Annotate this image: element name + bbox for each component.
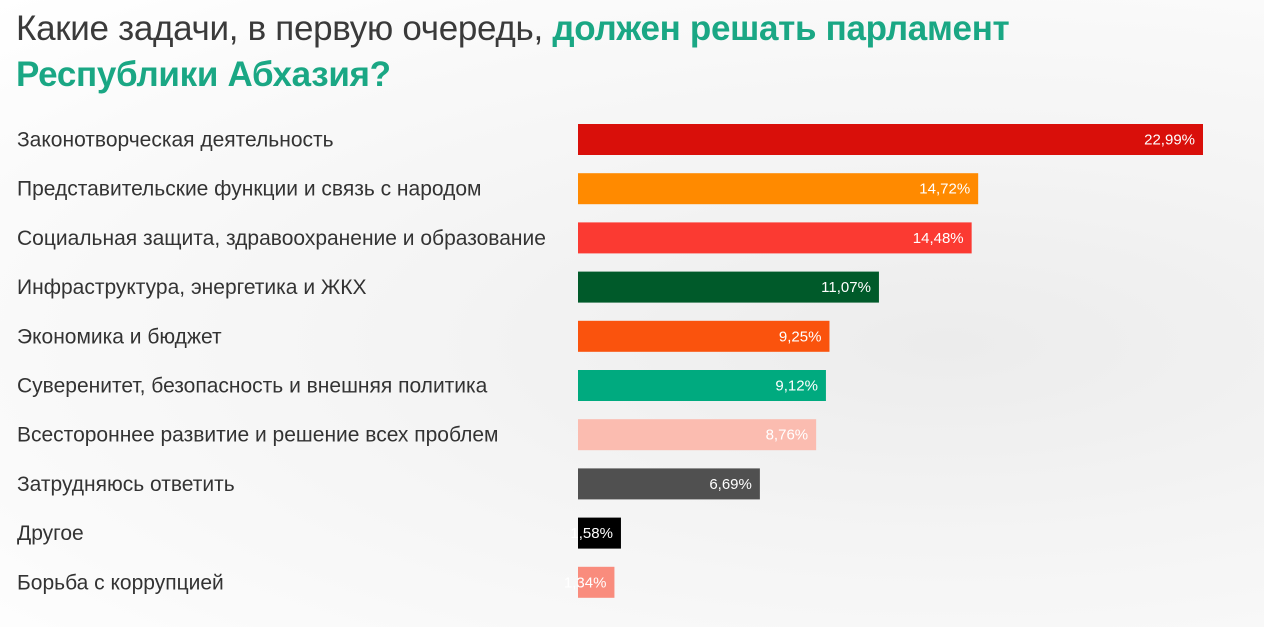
category-label: Социальная защита, здравоохранение и обр… <box>17 227 546 250</box>
category-label: Законотворческая деятельность <box>17 129 334 152</box>
bar <box>578 222 972 254</box>
value-label: 11,07% <box>821 279 871 296</box>
category-label: Затрудняюсь ответить <box>17 473 235 496</box>
bar <box>578 370 826 401</box>
title-part-2: должен решать парламент <box>552 9 1010 48</box>
bar <box>578 173 979 205</box>
bar <box>578 566 615 598</box>
title-part-3: Республики Абхазия? <box>16 55 391 94</box>
category-label: Другое <box>17 522 84 545</box>
value-label: 9,12% <box>775 378 818 395</box>
value-label: 9,25% <box>779 328 822 345</box>
value-label: 14,48% <box>913 230 964 247</box>
category-label: Инфраструктура, энергетика и ЖКХ <box>17 276 367 299</box>
value-label: 14,72% <box>919 181 970 198</box>
chart-title: Какие задачи, в первую очередь, должен р… <box>16 6 1216 98</box>
category-label: Борьба с коррупцией <box>17 571 224 594</box>
bar <box>578 419 817 451</box>
value-label: 6,69% <box>709 476 752 493</box>
category-label: Представительские функции и связь с наро… <box>17 178 481 201</box>
bar <box>578 320 830 352</box>
category-label: Суверенитет, безопасность и внешняя поли… <box>17 375 488 398</box>
value-label: 8,76% <box>766 427 809 444</box>
value-label: 1,34% <box>564 574 607 591</box>
bar <box>578 468 760 500</box>
category-label: Экономика и бюджет <box>17 325 222 348</box>
bar <box>578 124 1203 155</box>
bar <box>578 517 621 549</box>
value-label: 22,99% <box>1144 132 1195 149</box>
category-label: Всестороннее развитие и решение всех про… <box>17 424 498 447</box>
value-label: 1,58% <box>570 525 613 542</box>
title-part-1: Какие задачи, в первую очередь, <box>16 9 553 48</box>
bar <box>578 271 879 303</box>
